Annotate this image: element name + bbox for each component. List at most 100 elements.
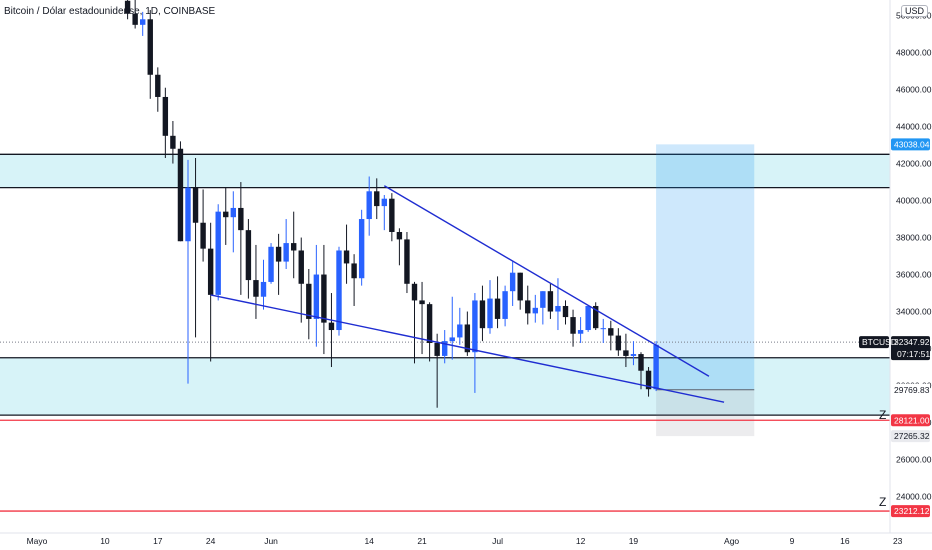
position-stop-box (656, 389, 755, 437)
candle-body (615, 335, 622, 351)
entry-price-tag: 29769.83 (894, 385, 930, 395)
support-price-tag-bg (891, 505, 930, 518)
candle-body (268, 246, 274, 282)
time-tick-label: 23 (893, 536, 903, 546)
candle-body (653, 344, 659, 390)
time-tick-label: Ago (724, 536, 739, 546)
price-tick-label: 44000.00 (896, 122, 932, 132)
candle-body (525, 300, 531, 314)
candle-body (207, 248, 214, 295)
candle-body (411, 283, 418, 301)
symbol-tag: BTCUSD (862, 337, 897, 347)
position-target-box (656, 144, 755, 390)
candle-body (630, 354, 637, 356)
candle-body (245, 230, 252, 281)
time-tick-label: 9 (790, 536, 795, 546)
candle-body (298, 250, 304, 284)
price-tick-label: 46000.00 (896, 85, 932, 95)
candle-body (494, 298, 501, 319)
entry-price-tag-bg (891, 383, 930, 396)
candle-body (502, 291, 508, 319)
candle-body (593, 305, 599, 329)
time-tick-label: 24 (206, 536, 216, 546)
wedge-trendline (383, 185, 710, 377)
candle-body (132, 13, 138, 25)
candle-body (638, 354, 644, 371)
candle-body (291, 243, 297, 251)
price-tick-label: 38000.00 (896, 233, 932, 243)
zone-band (0, 154, 890, 188)
time-tick-label: 17 (153, 536, 163, 546)
time-tick-label: Mayo (27, 536, 48, 546)
candle-body (449, 337, 455, 342)
z-mark: Z (879, 408, 886, 422)
currency-badge[interactable]: USD (901, 5, 929, 17)
time-tick-label: Jun (264, 536, 278, 546)
candle-body (283, 243, 289, 262)
candle-body (472, 300, 478, 353)
candle-body (147, 19, 153, 75)
candle-body (321, 274, 327, 323)
candle-body (253, 280, 259, 297)
chart-title: Bitcoin / Dólar estadounidense, 1D, COIN… (4, 6, 216, 17)
candle-body (457, 324, 463, 338)
countdown-tag: 07:17:51 (897, 349, 930, 359)
candle-body (608, 328, 614, 336)
time-tick-label: 19 (629, 536, 639, 546)
candle-body (585, 305, 591, 331)
candle-body (540, 291, 546, 308)
time-tick-label: 16 (840, 536, 850, 546)
candle-body (200, 222, 206, 249)
price-tick-label: 48000.00 (896, 48, 932, 58)
candle-body (215, 211, 221, 295)
time-tick-label: Jul (492, 536, 503, 546)
support-price-tag-bg (891, 414, 930, 427)
last-price-tag-bg (891, 336, 930, 361)
price-tick-label: 34000.00 (896, 307, 932, 317)
candle-body (230, 207, 236, 218)
candle-body (275, 246, 282, 262)
wedge-trendline (210, 294, 725, 403)
stop-price-tag: 27265.32 (894, 431, 930, 441)
candle-body (487, 298, 493, 329)
candle-body (238, 207, 244, 231)
support-price-tag: 28121.00 (894, 415, 930, 425)
candle-body (358, 219, 365, 279)
candle-body (509, 272, 516, 292)
candle-body (623, 350, 629, 356)
time-tick-label: 21 (417, 536, 427, 546)
candle-body (351, 263, 357, 279)
zone-band (0, 357, 890, 416)
time-tick-label: 14 (364, 536, 374, 546)
candle-body (562, 305, 569, 318)
candle-body (336, 250, 342, 331)
candle-body (260, 281, 267, 297)
price-tick-label: 36000.00 (896, 270, 932, 280)
candle-body (600, 328, 606, 330)
candle-body (396, 231, 403, 240)
candle-body (366, 191, 372, 220)
candle-body (381, 198, 387, 207)
candle-body (374, 191, 380, 207)
candle-body (343, 250, 350, 264)
candle-body (185, 187, 191, 242)
price-tick-label: 40000.00 (896, 196, 932, 206)
price-tick-label: 24000.00 (896, 492, 932, 502)
time-tick-label: 10 (100, 536, 110, 546)
candle-body (170, 135, 176, 149)
z-mark: Z (879, 495, 886, 509)
candle-body (140, 19, 146, 25)
candle-body (479, 300, 486, 329)
symbol-tag-bg (859, 336, 889, 349)
candle-body (464, 324, 471, 353)
candle-body (328, 322, 335, 331)
price-tick-label: 42000.00 (896, 159, 932, 169)
candle-body (306, 283, 312, 319)
candle-body (645, 370, 652, 390)
candle-body (389, 198, 395, 232)
candle-body (434, 342, 440, 356)
candle-body (517, 272, 523, 301)
candle-body (419, 300, 425, 305)
candle-body (577, 330, 584, 334)
